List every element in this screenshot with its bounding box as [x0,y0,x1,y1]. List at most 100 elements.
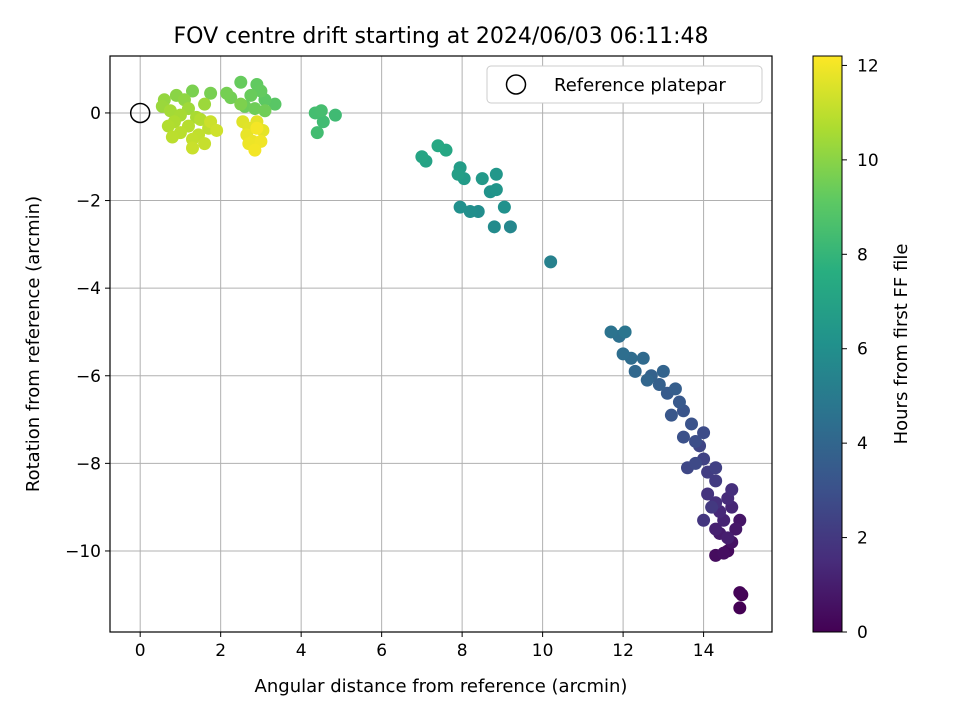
data-point [616,347,630,361]
data-point [248,102,262,116]
data-point [652,378,666,392]
data-point [733,586,747,600]
data-point [705,500,719,514]
data-point [721,531,735,545]
data-point [656,364,670,378]
x-ticks: 0 2 4 6 8 10 12 14 [135,632,715,661]
colorbar-tick-label: 10 [857,151,879,171]
colorbar-tick-label: 6 [857,340,868,360]
data-point [248,143,262,157]
data-point [489,167,503,181]
y-tick-label: 0 [90,104,101,124]
data-point [328,108,342,122]
data-point [314,104,328,118]
data-point [463,204,477,218]
data-point [697,426,711,440]
data-point [672,395,686,409]
data-point [725,483,739,497]
data-point [717,546,731,560]
colorbar-tick-label: 8 [857,245,868,265]
data-point [689,434,703,448]
data-point [618,325,632,339]
legend: Reference platepar [486,65,763,104]
data-point [503,220,517,234]
data-point [668,382,682,396]
colorbar [812,55,843,633]
data-point [234,75,248,89]
legend-box [486,65,763,104]
data-point [258,104,272,118]
scatter-points [155,75,749,615]
data-point [709,522,723,536]
plot-frame [109,55,773,633]
data-point [185,141,199,155]
grid-lines [110,56,772,632]
x-tick-label: 12 [612,641,634,661]
data-point [697,513,711,527]
y-tick-label: −6 [76,367,101,387]
data-point [640,373,654,387]
data-point [709,461,723,475]
data-point [604,325,618,339]
y-tick-label: −10 [65,542,101,562]
colorbar-tick-label: 0 [857,623,868,643]
data-point [453,200,467,214]
data-point [709,474,723,488]
data-point [676,430,690,444]
data-point [220,86,234,100]
colorbar-tick-label: 2 [857,529,868,549]
x-tick-label: 8 [457,641,468,661]
y-tick-label: −4 [76,279,101,299]
data-point [316,115,330,129]
data-point [234,97,248,111]
data-point [685,417,699,431]
data-point [310,126,324,140]
data-point [163,104,177,118]
reference-marker [129,102,151,124]
data-point [415,150,429,164]
data-point [198,137,212,151]
x-tick-label: 10 [532,641,554,661]
x-tick-label: 6 [376,641,387,661]
colorbar-label: Hours from first FF file [891,244,912,445]
data-point [733,601,747,615]
data-point [194,113,208,127]
legend-entry: Reference platepar [554,75,726,96]
x-tick-label: 4 [296,641,307,661]
data-point [701,487,715,501]
data-point [204,86,218,100]
y-tick-label: −8 [76,454,101,474]
legend-marker [505,74,527,95]
data-point [628,364,642,378]
data-point [689,456,703,470]
data-point [431,139,445,153]
colorbar-tick-label: 4 [857,434,868,454]
y-ticks: 0 −2 −4 −6 −8 −10 [65,104,110,562]
x-tick-label: 14 [693,641,715,661]
data-point [636,351,650,365]
data-point [664,408,678,422]
data-point [544,255,558,269]
y-axis-label: Rotation from reference (arcmin) [23,196,44,492]
data-point [497,200,511,214]
data-point [254,84,268,98]
x-axis-label: Angular distance from reference (arcmin) [255,676,628,697]
chart-title: FOV centre drift starting at 2024/06/03 … [174,24,709,49]
data-point [198,97,212,111]
data-point [475,172,489,186]
data-point [451,167,465,181]
data-point [165,130,179,144]
data-point [489,183,503,197]
data-point [250,121,264,135]
colorbar-ticks: 0 2 4 6 8 10 12 [842,56,879,643]
data-point [161,119,175,133]
data-point [268,97,282,111]
colorbar-tick-label: 12 [857,56,879,76]
data-point [729,522,743,536]
data-point [210,123,224,137]
data-point [487,220,501,234]
data-point [244,88,258,102]
x-tick-label: 2 [215,641,226,661]
data-point [185,84,199,98]
